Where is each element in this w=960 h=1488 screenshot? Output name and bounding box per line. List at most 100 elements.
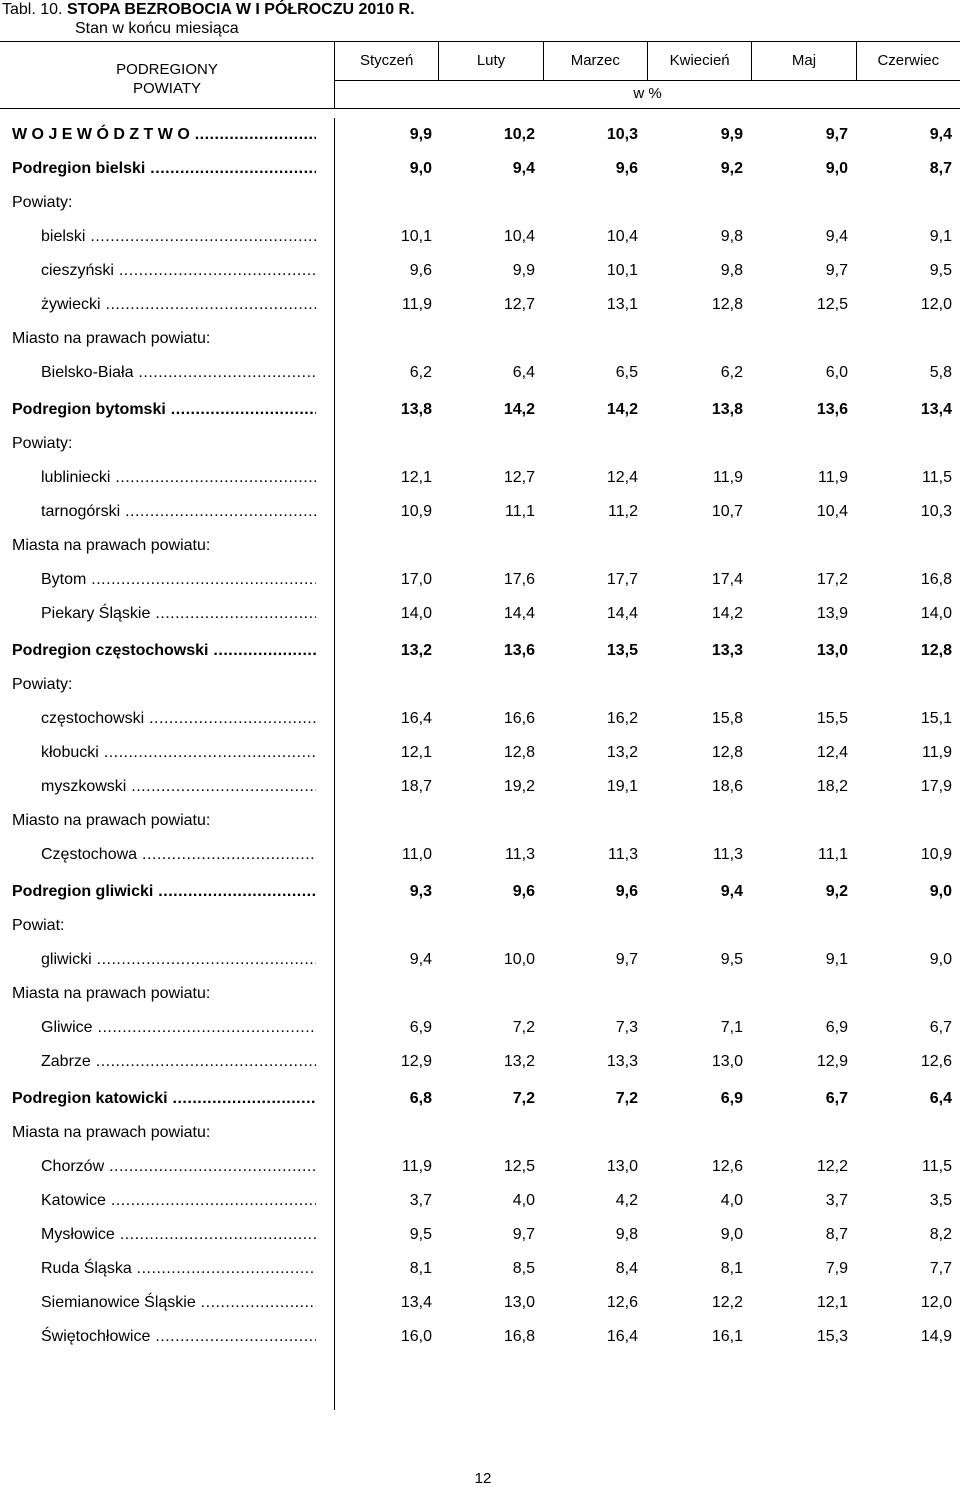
- table-row: Częstochowa ............................…: [0, 838, 960, 872]
- value-cell: 12,0: [920, 1294, 952, 1311]
- value-cell: 8,2: [929, 1226, 952, 1243]
- value-cell: 13,5: [606, 642, 638, 659]
- value-cell: 10,9: [920, 846, 952, 863]
- row-label-text: Powiaty:: [12, 676, 73, 693]
- value-cell: 7,3: [615, 1019, 638, 1036]
- regions-header-line2: POWIATY: [132, 80, 202, 97]
- table-title: Tabl. 10. STOPA BEZROBOCIA W I PÓŁROCZU …: [2, 1, 415, 19]
- row-label-text: Podregion gliwicki: [12, 883, 154, 900]
- row-label-text: częstochowski: [41, 710, 145, 727]
- value-cell: 7,2: [512, 1019, 535, 1036]
- row-label: Powiaty:: [12, 186, 316, 220]
- value-cell: 10,7: [711, 503, 743, 520]
- value-cell: 16,8: [503, 1328, 535, 1345]
- value-cell: 18,6: [711, 778, 743, 795]
- value-cell: 11,9: [402, 1158, 432, 1175]
- leader-dots: ........................................…: [109, 1158, 316, 1175]
- row-label: Siemianowice Śląskie ...................…: [41, 1286, 316, 1320]
- value-cell: 9,0: [409, 160, 432, 177]
- value-cell: 16,4: [400, 710, 432, 727]
- value-cell: 9,6: [615, 160, 638, 177]
- row-label-text: gliwicki: [41, 951, 92, 968]
- value-cell: 16,8: [920, 571, 952, 588]
- leader-dots: ........................................…: [149, 710, 316, 727]
- row-label-text: Bytom: [41, 571, 87, 588]
- value-cell: 16,4: [606, 1328, 638, 1345]
- row-label: Podregion bielski ......................…: [12, 152, 316, 186]
- table-row: Ruda Śląska ............................…: [0, 1252, 960, 1286]
- leader-dots: ........................................…: [172, 1090, 316, 1107]
- table-row: Miasta na prawach powiatu:: [0, 529, 960, 563]
- row-label-text: żywiecki: [41, 296, 101, 313]
- row-label-text: Powiat:: [12, 917, 65, 934]
- row-label: Powiaty:: [12, 668, 316, 702]
- value-cell: 9,4: [929, 126, 952, 143]
- value-cell: 12,7: [503, 469, 535, 486]
- table-row: Zabrze .................................…: [0, 1045, 960, 1079]
- value-cell: 9,1: [825, 951, 848, 968]
- row-label: Ruda Śląska ............................…: [41, 1252, 316, 1286]
- row-label: tarnogórski ............................…: [41, 495, 316, 529]
- value-cell: 12,5: [816, 296, 848, 313]
- row-label-text: Chorzów: [41, 1158, 105, 1175]
- row-label: częstochowski ..........................…: [41, 702, 316, 736]
- value-cell: 14,4: [503, 605, 535, 622]
- leader-dots: ........................................…: [200, 1294, 316, 1311]
- value-cell: 6,4: [929, 1090, 952, 1107]
- row-label-text: Mysłowice: [41, 1226, 115, 1243]
- value-cell: 9,5: [409, 1226, 432, 1243]
- row-label: Katowice ...............................…: [41, 1184, 316, 1218]
- leader-dots: ........................................…: [194, 126, 316, 143]
- row-label-text: Miasto na prawach powiatu:: [12, 330, 211, 347]
- value-cell: 11,9: [818, 469, 848, 486]
- value-cell: 12,1: [400, 744, 432, 761]
- row-label-text: cieszyński: [41, 262, 114, 279]
- value-cell: 10,4: [606, 228, 638, 245]
- value-cell: 6,2: [409, 364, 432, 381]
- value-cell: 15,5: [816, 710, 848, 727]
- leader-dots: ........................................…: [125, 503, 316, 520]
- row-label: Podregion gliwicki .....................…: [12, 872, 316, 912]
- row-label-text: Podregion bielski: [12, 160, 146, 177]
- header-divider: [334, 42, 335, 108]
- row-label-text: Podregion katowicki: [12, 1090, 168, 1107]
- row-label-text: Siemianowice Śląskie: [41, 1294, 196, 1311]
- month-header-june: Czerwiec: [855, 42, 960, 80]
- row-label-text: Częstochowa: [41, 846, 138, 863]
- leader-dots: ........................................…: [138, 364, 316, 381]
- value-cell: 6,9: [825, 1019, 848, 1036]
- value-cell: 11,1: [818, 846, 848, 863]
- table-row: Bytom ..................................…: [0, 563, 960, 597]
- leader-dots: ........................................…: [97, 1019, 317, 1036]
- table-row: Miasto na prawach powiatu:: [0, 804, 960, 838]
- value-cell: 12,8: [503, 744, 535, 761]
- row-label: żywiecki ...............................…: [41, 288, 316, 322]
- table-row: Powiaty:: [0, 668, 960, 702]
- month-header-january: Styczeń: [359, 52, 414, 69]
- row-label: Podregion częstochowski ................…: [12, 631, 316, 671]
- value-cell: 11,5: [922, 1158, 952, 1175]
- leader-dots: ........................................…: [170, 401, 316, 418]
- value-cell: 9,0: [720, 1226, 743, 1243]
- value-cell: 8,7: [929, 160, 952, 177]
- table-row: cieszyński .............................…: [0, 254, 960, 288]
- value-cell: 12,4: [816, 744, 848, 761]
- value-cell: 9,8: [720, 262, 743, 279]
- table-row: Piekary Śląskie ........................…: [0, 597, 960, 631]
- row-label-text: bielski: [41, 228, 86, 245]
- months-header: Styczeń Luty Marzec Kwiecień Maj Czerwie…: [335, 42, 960, 81]
- value-cell: 10,1: [606, 262, 638, 279]
- value-cell: 13,1: [606, 296, 638, 313]
- value-cell: 15,3: [816, 1328, 848, 1345]
- row-label: Powiaty:: [12, 427, 316, 461]
- value-cell: 11,1: [505, 503, 535, 520]
- value-cell: 12,1: [400, 469, 432, 486]
- value-cell: 9,6: [409, 262, 432, 279]
- leader-dots: ........................................…: [118, 262, 316, 279]
- table-row: kłobucki ...............................…: [0, 736, 960, 770]
- value-cell: 11,5: [922, 469, 952, 486]
- value-cell: 13,8: [711, 401, 743, 418]
- value-cell: 12,0: [920, 296, 952, 313]
- table-row: bielski ................................…: [0, 220, 960, 254]
- value-cell: 11,2: [608, 503, 638, 520]
